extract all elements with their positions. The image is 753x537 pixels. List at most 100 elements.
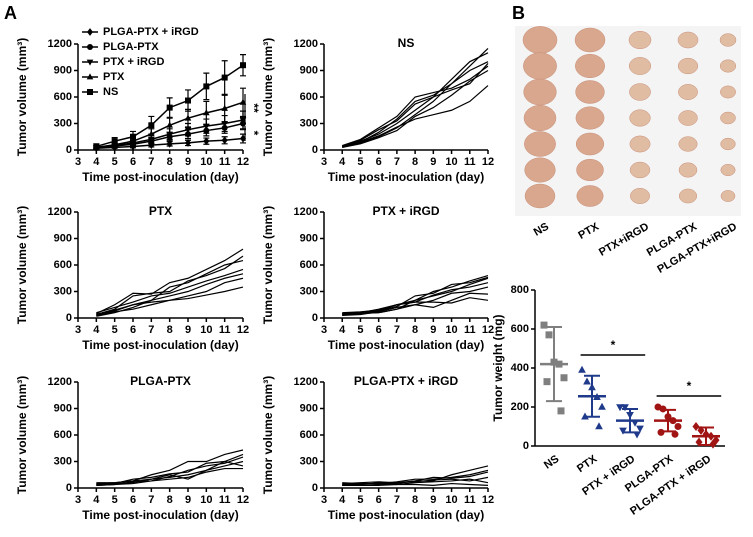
y-tick-label: 1200 (48, 206, 72, 218)
tumor (575, 53, 605, 79)
x-tick-label: 8 (167, 156, 173, 168)
x-tick-label: 4 (93, 156, 100, 168)
series-line (342, 69, 489, 148)
y-tick-label: 900 (54, 402, 72, 414)
y-axis-label: Tumor weight (mg) (491, 314, 505, 421)
x-tick-label: 11 (219, 494, 231, 506)
data-point (619, 427, 627, 435)
marker (203, 137, 210, 146)
x-tick-label: 9 (185, 324, 191, 336)
x-axis-label: Time post-inoculation (day) (82, 338, 238, 352)
x-tick-label: 7 (148, 324, 154, 336)
x-tick-label: 12 (482, 494, 494, 506)
series-line (342, 482, 489, 486)
x-tick-label: NS (542, 453, 561, 472)
y-tick-label: 300 (300, 455, 318, 467)
data-point (543, 378, 551, 386)
tumor (678, 84, 698, 100)
tumor (576, 185, 604, 207)
marker (111, 138, 118, 145)
data-point (636, 425, 644, 433)
x-tick-label: 5 (112, 324, 118, 336)
x-tick-label: 12 (482, 324, 494, 336)
x-tick-label: 11 (219, 324, 231, 336)
legend-label: PTX (103, 71, 125, 83)
series-line (342, 292, 489, 316)
x-tick-label: 5 (357, 324, 363, 336)
tumor (576, 158, 604, 182)
series-line (342, 276, 489, 316)
y-tick-label: 300 (54, 285, 72, 297)
series-line (342, 85, 489, 148)
data-point (621, 404, 629, 412)
x-tick-label: 3 (321, 494, 327, 506)
tumor (574, 27, 606, 53)
tumor (720, 85, 736, 99)
marker (203, 109, 210, 116)
tumor (523, 78, 557, 106)
y-tick-label: 900 (300, 402, 318, 414)
tumor (628, 30, 652, 50)
x-tick-label: 7 (148, 156, 154, 168)
x-tick-label: 3 (321, 156, 327, 168)
tumor (575, 106, 605, 130)
annotation: * (611, 338, 616, 352)
marker (221, 104, 228, 111)
x-tick-label: 12 (482, 156, 494, 168)
marker (166, 121, 173, 128)
tumor (522, 26, 558, 54)
tumor (677, 57, 699, 75)
x-tick-label: 4 (339, 494, 346, 506)
y-tick-label: 600 (300, 429, 318, 441)
x-tick-label: 8 (412, 324, 418, 336)
x-tick-label: 8 (167, 324, 173, 336)
data-point (557, 407, 565, 415)
legend-marker (87, 28, 93, 36)
y-tick-label: 0 (312, 482, 318, 494)
x-tick-label: 6 (376, 494, 382, 506)
x-tick-label: PTX (575, 453, 600, 475)
tumor (524, 183, 556, 209)
y-tick-label: 600 (300, 91, 318, 103)
tumor (719, 59, 737, 73)
tumor (678, 110, 698, 126)
annotation: * (687, 379, 692, 393)
x-axis-label: Time post-inoculation (day) (82, 170, 238, 184)
x-tick-label: 6 (130, 156, 136, 168)
y-tick-label: 300 (54, 117, 72, 129)
tumor (678, 136, 698, 152)
chart-title: NS (398, 36, 415, 50)
marker (184, 127, 192, 134)
x-axis-label: Time post-inoculation (day) (328, 338, 484, 352)
data-point (560, 374, 568, 382)
x-tick-label: 9 (430, 156, 436, 168)
y-tick-label: 0 (66, 312, 72, 324)
y-axis-label: Tumor volume (mm³) (15, 206, 29, 324)
data-point (578, 365, 586, 373)
annotation: ** (247, 103, 261, 113)
y-tick-label: 600 (54, 259, 72, 271)
x-axis-label: Time post-inoculation (day) (328, 170, 484, 184)
marker (166, 104, 173, 111)
y-tick-label: 0 (66, 144, 72, 156)
y-tick-label: 900 (300, 64, 318, 76)
legend-label: PLGA-PTX (103, 41, 159, 53)
series-line (342, 63, 489, 147)
marker (166, 131, 173, 138)
y-tick-label: 600 (54, 429, 72, 441)
legend-marker (87, 44, 93, 50)
tumor (720, 137, 736, 151)
marker (93, 143, 100, 150)
x-axis-label: Time post-inoculation (day) (328, 508, 484, 522)
tumor (630, 188, 650, 204)
y-axis-label: Tumor volume (mm³) (15, 38, 29, 156)
data-point (692, 421, 700, 432)
x-tick-label: 6 (376, 324, 382, 336)
marker (203, 83, 210, 90)
tumor (678, 162, 698, 178)
y-tick-label: 1200 (48, 376, 72, 388)
x-tick-label: 11 (464, 324, 476, 336)
y-tick-label: 600 (54, 91, 72, 103)
series-line (96, 467, 243, 486)
series-line (342, 282, 489, 314)
